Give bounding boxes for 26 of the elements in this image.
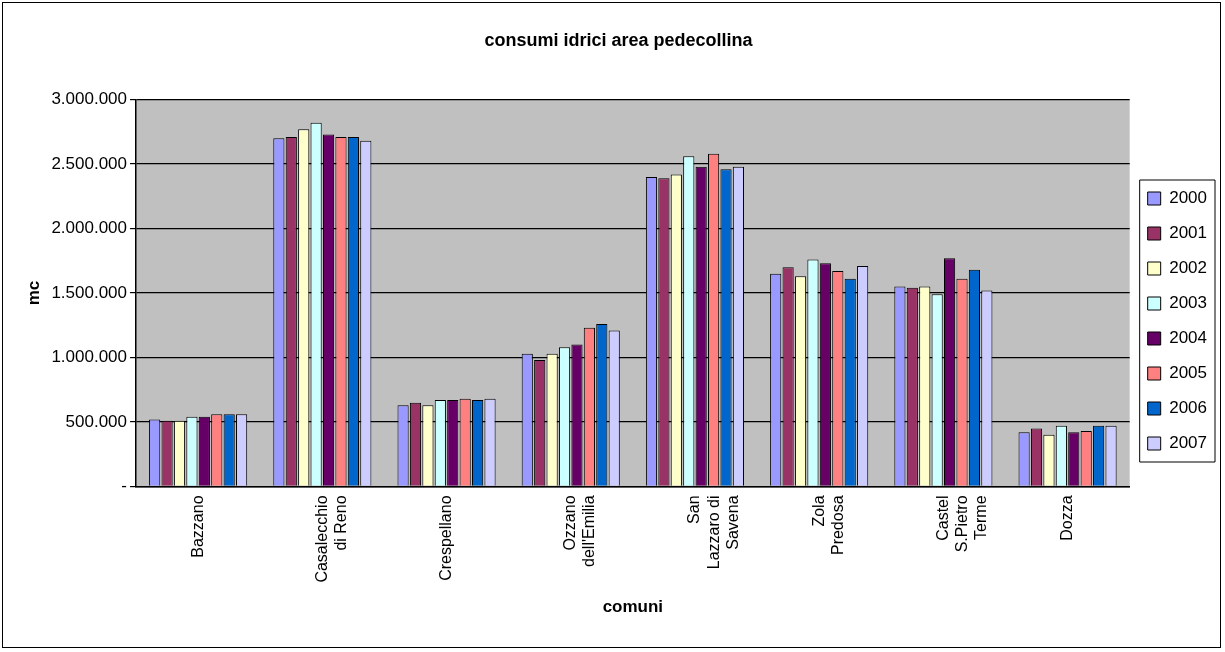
legend-label: 2007 [1169, 433, 1208, 453]
legend-label: 2000 [1169, 188, 1208, 208]
x-tick-label: Ozzano dell'Emilia [561, 495, 598, 567]
chart-title: consumi idrici area pedecollina [484, 29, 754, 50]
y-tick-label: - [121, 476, 128, 496]
y-axis-title: mc [23, 280, 43, 306]
x-tick-label: Zola Predosa [809, 495, 846, 556]
y-tick-label: 1.000.000 [51, 347, 128, 367]
x-tick-label: San Lazzaro di Savena [685, 495, 741, 570]
x-tick-label: Dozza [1057, 495, 1075, 541]
y-tick-label: 500.000 [65, 411, 128, 431]
x-tick-label: Bazzano [188, 495, 206, 558]
legend-label: 2004 [1169, 328, 1208, 348]
x-tick-label: Crespellano [436, 495, 454, 581]
legend-label: 2003 [1169, 293, 1208, 313]
legend-label: 2002 [1169, 258, 1208, 278]
y-tick-label: 1.500.000 [51, 282, 128, 302]
y-tick-label: 2.000.000 [51, 218, 128, 238]
x-axis-title: comuni [602, 597, 664, 617]
legend-label: 2006 [1169, 398, 1208, 418]
y-tick-label: 3.000.000 [51, 89, 128, 109]
legend-label: 2001 [1169, 223, 1208, 243]
y-tick-label: 2.500.000 [51, 153, 128, 173]
x-tick-label: Castel S.Pietro Terme [933, 495, 990, 553]
x-tick-label: Casalecchio di Reno [312, 495, 349, 583]
legend-label: 2005 [1169, 363, 1208, 383]
